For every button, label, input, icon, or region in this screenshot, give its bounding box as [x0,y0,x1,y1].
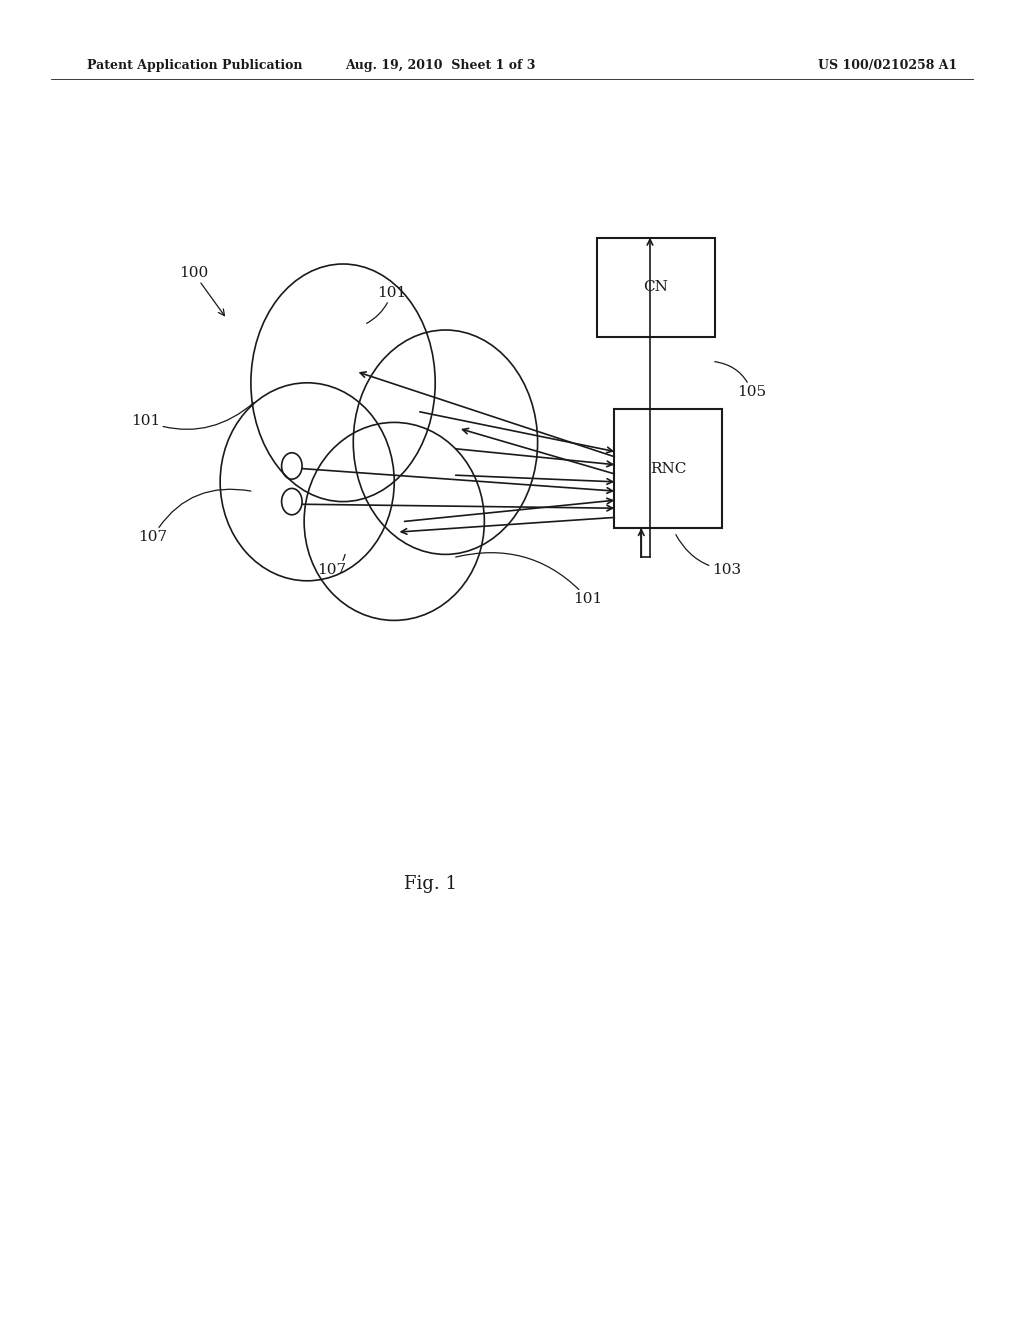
Text: RNC: RNC [650,462,686,475]
Text: CN: CN [643,280,669,294]
Text: 101: 101 [131,403,254,429]
Text: 103: 103 [676,535,740,577]
Text: 101: 101 [456,553,603,606]
Text: Patent Application Publication: Patent Application Publication [87,59,302,73]
Text: 101: 101 [367,286,407,323]
Text: 105: 105 [715,362,766,399]
Text: 107: 107 [317,554,346,577]
Text: 107: 107 [138,490,251,544]
Text: Aug. 19, 2010  Sheet 1 of 3: Aug. 19, 2010 Sheet 1 of 3 [345,59,536,73]
Bar [597,238,715,337]
Text: US 100/0210258 A1: US 100/0210258 A1 [818,59,957,73]
Text: 100: 100 [179,267,224,315]
Bar [614,409,722,528]
Text: Fig. 1: Fig. 1 [403,875,457,894]
